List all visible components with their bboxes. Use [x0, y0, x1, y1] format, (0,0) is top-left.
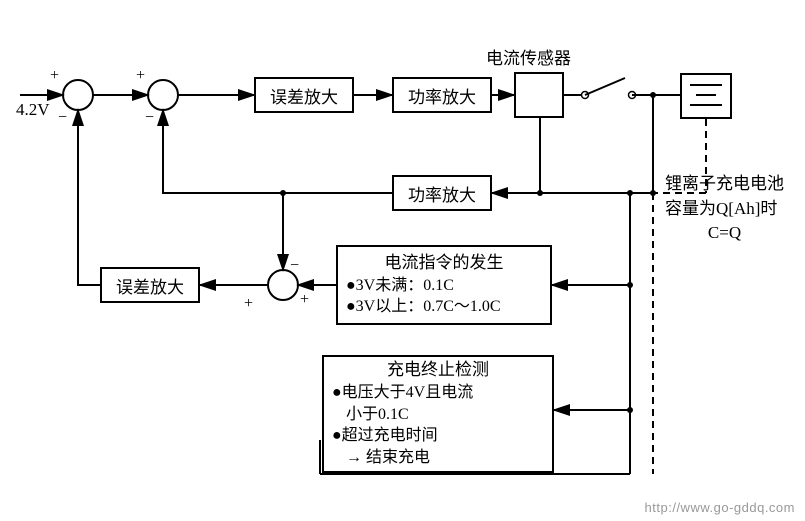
term-row3: → 结束充电: [332, 447, 430, 469]
wire-err2-to-sum1: [78, 110, 100, 285]
label-vref: 4.2V: [16, 100, 50, 120]
block-error-amp-2: 误差放大: [100, 267, 200, 303]
sum-node-1: [63, 80, 93, 110]
label-battery-l2: 容量为Q[Ah]时: [665, 197, 784, 222]
sign-sum1-minus: −: [58, 110, 67, 126]
label-current-sensor: 电流传感器: [486, 44, 571, 69]
node-ifb-branch: [280, 190, 286, 196]
node-v-tap-top: [627, 190, 633, 196]
block-power-amp-2: 功率放大: [392, 175, 492, 211]
sum-node-2: [148, 80, 178, 110]
cmd-title: 电流指令的发生: [385, 252, 504, 275]
block-charge-terminate: 充电终止检测 ●电压大于4V且电流 小于0.1C ●超过充电时间 → 结束充电: [322, 355, 554, 473]
term-row1: ●电压大于4V且电流: [332, 382, 473, 404]
label-battery-caption: 锂离子充电电池 容量为Q[Ah]时 C=Q: [665, 172, 784, 246]
block-power-amp-1-label: 功率放大: [408, 83, 476, 108]
switch-blade: [585, 78, 625, 95]
sign-sum1-plus: +: [50, 68, 59, 84]
node-sensor-fb: [537, 190, 543, 196]
cmd-row2: ●3V以上：0.7C～1.0C: [346, 296, 501, 318]
watermark-url: http://www.go-gddq.com: [645, 500, 795, 515]
sign-sum2-minus: −: [145, 110, 154, 126]
term-row1b: 小于0.1C: [332, 404, 409, 426]
wire-pow2-to-sum2: [163, 110, 392, 193]
sign-sum3-plus: +: [300, 292, 309, 308]
cmd-row2-text: 3V以上：0.7C～1.0C: [356, 298, 501, 315]
term-row1-text: 电压大于4V且电流: [342, 384, 474, 401]
block-error-amp-2-label: 误差放大: [116, 273, 184, 298]
sign-sum2-plus: +: [136, 68, 145, 84]
sum-node-3: [268, 270, 298, 300]
term-title: 充电终止检测: [387, 359, 489, 382]
sign-sum3-minus: −: [290, 258, 299, 274]
label-battery-l1: 锂离子充电电池: [665, 172, 784, 197]
term-row2: ●超过充电时间: [332, 425, 438, 447]
block-error-amp-1-label: 误差放大: [270, 83, 338, 108]
block-error-amp-1: 误差放大: [254, 77, 354, 113]
block-current-sensor: [514, 72, 564, 118]
block-current-command: 电流指令的发生 ●3V未满：0.1C ●3V以上：0.7C～1.0C: [336, 245, 552, 325]
block-power-amp-2-label: 功率放大: [408, 181, 476, 206]
cmd-row1-text: 3V未满：0.1C: [356, 277, 454, 294]
sign-sum3-plus2: +: [244, 296, 253, 312]
label-battery-l3: C=Q: [665, 221, 784, 246]
diagram-stage: 4.2V + − + − + − + 误差放大 功率放大 电流传感器 功率放大 …: [0, 0, 805, 521]
term-row2-text: 超过充电时间: [342, 427, 438, 444]
block-battery: [680, 73, 732, 119]
cmd-row1: ●3V未满：0.1C: [346, 275, 454, 297]
block-power-amp-1: 功率放大: [392, 77, 492, 113]
